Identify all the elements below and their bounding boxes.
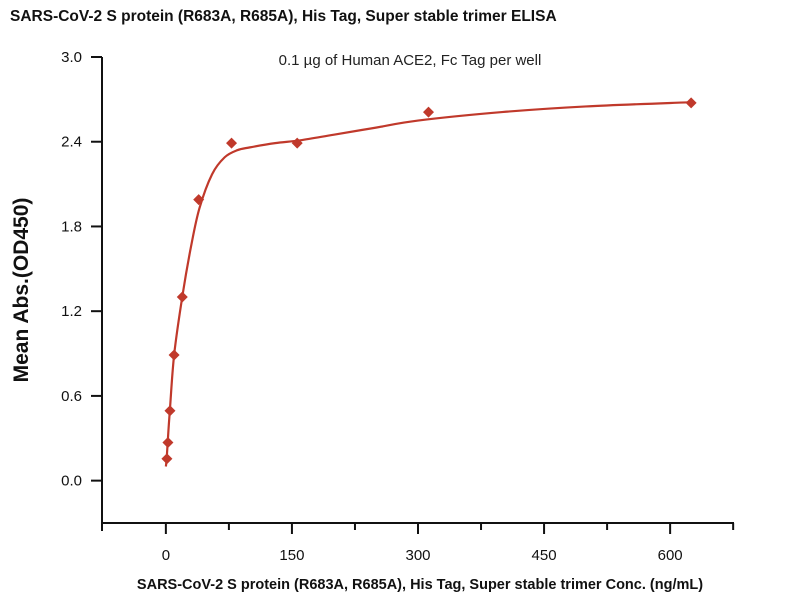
x-tick-label: 600 [658,547,683,564]
x-tick-label: 150 [279,547,304,564]
data-point [164,405,176,417]
y-tick-label: 0.6 [61,388,82,405]
chart-title: SARS-CoV-2 S protein (R683A, R685A), His… [10,8,557,25]
x-axis-label: SARS-CoV-2 S protein (R683A, R685A), His… [137,577,703,593]
y-tick-label: 1.2 [61,303,82,320]
data-point [161,453,173,465]
data-point [226,137,238,149]
y-tick-label: 0.0 [61,473,82,490]
data-point [162,437,174,449]
y-tick-label: 2.4 [61,134,82,151]
chart-subtitle: 0.1 µg of Human ACE2, Fc Tag per well [279,52,542,69]
data-point [685,97,697,109]
data-point [193,194,205,206]
data-point [168,349,180,361]
data-point [291,137,303,149]
x-tick-label: 450 [532,547,557,564]
x-tick-label: 0 [162,547,170,564]
x-tick-label: 300 [405,547,430,564]
y-tick-label: 1.8 [61,218,82,235]
fit-curve [164,101,692,467]
y-tick-label: 3.0 [61,49,82,66]
data-point [176,291,188,303]
y-axis-label: Mean Abs.(OD450) [10,198,33,383]
data-point [423,106,435,118]
